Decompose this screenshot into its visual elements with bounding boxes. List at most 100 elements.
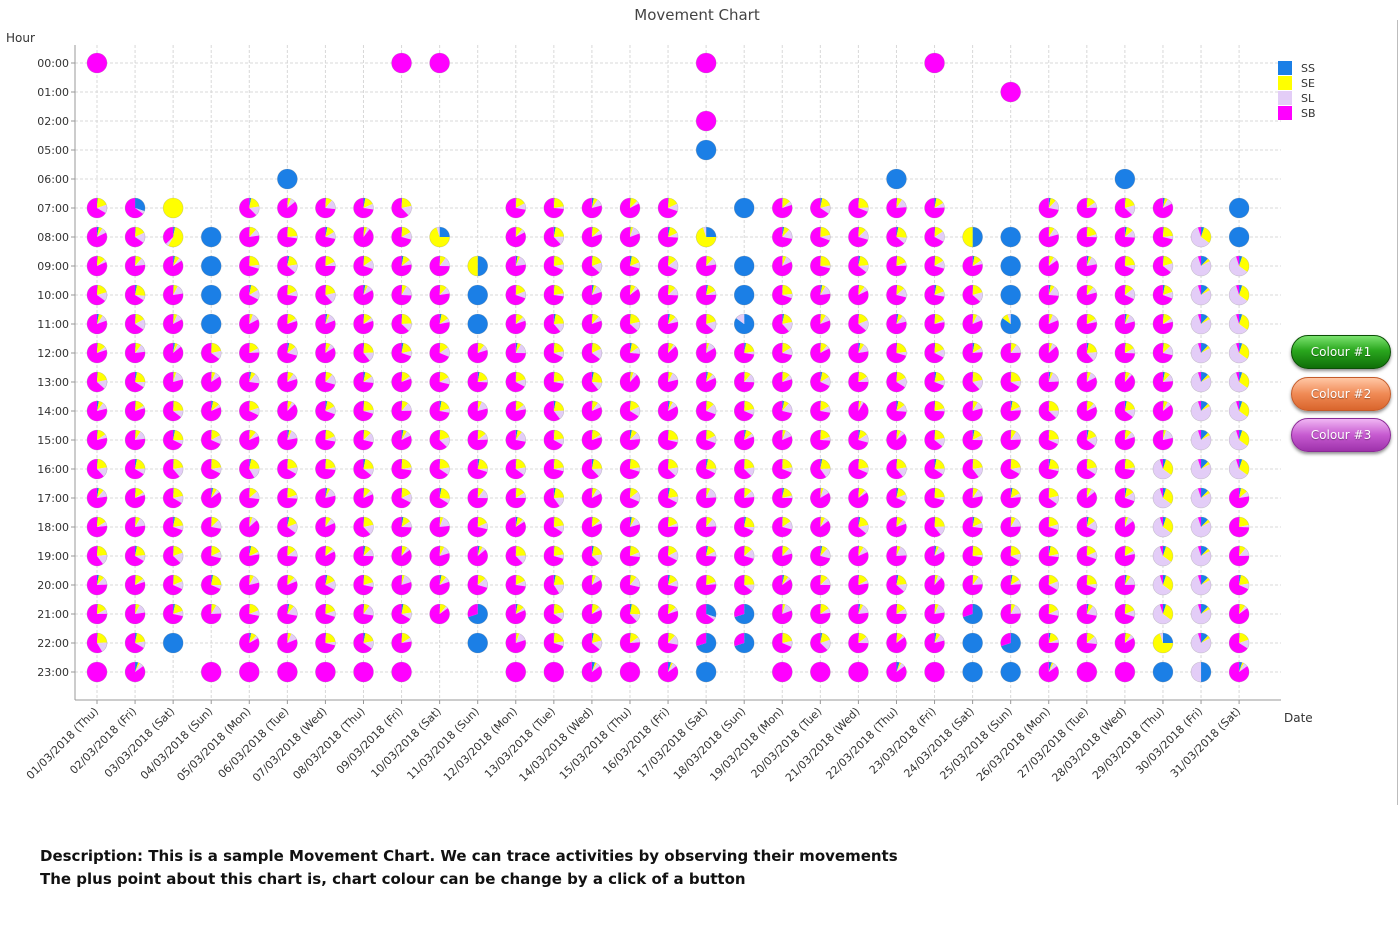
pie-slice-sb <box>353 285 374 305</box>
data-point <box>1190 516 1212 538</box>
data-point <box>1038 574 1060 596</box>
data-point <box>810 487 831 509</box>
pie-slice-ss <box>858 575 860 585</box>
pie-slice-sb <box>277 256 295 276</box>
pie-outline <box>924 603 945 625</box>
pie-slice-ss <box>744 488 745 498</box>
pie-slice-sb <box>201 401 222 422</box>
pie-slice-sl <box>553 584 564 594</box>
data-point <box>848 458 869 480</box>
pie-slice-sl <box>1010 518 1021 527</box>
data-point <box>391 313 412 335</box>
data-point <box>733 516 755 538</box>
y-tick-label: 08:00 <box>37 231 69 244</box>
pie-outline <box>1114 516 1136 538</box>
pie-slice-ss <box>820 517 821 527</box>
pie-outline <box>810 400 831 422</box>
pie-slice-sl <box>629 227 640 237</box>
pie-slice-sb <box>1236 343 1240 353</box>
pie-slice-ss <box>135 227 136 237</box>
pie-slice-ss <box>629 459 631 469</box>
pie-slice-ss <box>591 285 594 295</box>
pie-outline <box>1076 632 1098 654</box>
data-point <box>581 661 603 683</box>
pie-slice-sl <box>668 373 678 382</box>
pie-slice-se <box>591 343 601 353</box>
pie-slice-se <box>858 343 865 353</box>
pie-slice-sl <box>553 410 564 419</box>
pie-outline <box>124 284 146 306</box>
pie-slice-sb <box>696 459 716 480</box>
pie-slice-se <box>934 285 944 295</box>
pie-outline <box>924 661 945 683</box>
pie-slice-se <box>1086 343 1097 353</box>
pie-slice-se <box>287 517 297 527</box>
pie-slice-se <box>1162 546 1173 562</box>
pie-slice-sl <box>668 607 678 614</box>
pie-slice-sl <box>896 635 905 643</box>
data-point <box>810 342 831 364</box>
pie-outline <box>353 429 374 451</box>
pie-outline <box>619 313 641 335</box>
pie-slice-sl <box>173 610 184 617</box>
pie-slice-sl <box>972 315 982 324</box>
pie-slice-ss <box>135 575 136 585</box>
data-point <box>581 574 603 596</box>
pie-slice-ss <box>782 343 783 353</box>
pie-slice-ss <box>744 372 745 382</box>
pie-outline <box>1000 661 1021 683</box>
pie-slice-sb <box>1000 546 1020 567</box>
pie-outline <box>886 400 907 422</box>
pie-outline <box>1190 400 1212 422</box>
pie-slice-sl <box>325 374 336 385</box>
grid-lines <box>75 45 1281 700</box>
pie-slice-sl <box>744 408 755 415</box>
data-point <box>505 632 527 654</box>
pie-slice-sb <box>924 546 945 567</box>
pie-outline <box>238 371 260 393</box>
pie-slice-ss <box>553 343 555 353</box>
data-point <box>657 197 679 219</box>
pie-slice-se <box>553 488 564 498</box>
pie-slice-se <box>668 343 674 353</box>
pie-slice-sb <box>277 662 298 682</box>
pie-outline <box>353 197 374 219</box>
data-point <box>391 458 412 480</box>
pie-outline <box>277 458 298 480</box>
data-point <box>1114 603 1136 625</box>
y-tick-label: 22:00 <box>37 637 69 650</box>
data-point <box>162 226 184 248</box>
pie-slice-sl <box>629 406 640 417</box>
pie-slice-se <box>934 517 945 527</box>
pie-outline <box>1000 516 1021 538</box>
pie-slice-sb <box>87 604 107 624</box>
pie-slice-ss <box>1239 662 1243 672</box>
colour-3-button[interactable]: Colour #3 <box>1291 418 1391 452</box>
pie-slice-sl <box>972 292 983 302</box>
pie-slice-se <box>287 575 295 585</box>
pie-slice-sb <box>1076 459 1096 480</box>
pie-slice-ss <box>934 604 936 614</box>
pie-slice-sl <box>934 468 945 475</box>
pie-slice-ss <box>135 459 137 469</box>
colour-1-button[interactable]: Colour #1 <box>1291 335 1391 369</box>
pie-outline <box>1000 81 1021 103</box>
pie-slice-ss <box>934 227 936 237</box>
data-point <box>962 226 983 248</box>
pie-slice-sl <box>515 607 525 614</box>
pie-slice-se <box>1002 314 1011 324</box>
pie-outline <box>1152 226 1174 248</box>
pie-slice-ss <box>325 256 327 266</box>
pie-slice-sb <box>353 227 374 247</box>
colour-2-button[interactable]: Colour #2 <box>1291 377 1391 411</box>
data-point <box>505 284 527 306</box>
pie-slice-ss <box>1201 662 1212 682</box>
pie-outline <box>353 255 374 277</box>
pie-slice-ss <box>135 198 146 212</box>
pie-outline <box>733 313 755 335</box>
pie-slice-ss <box>858 343 861 353</box>
pie-outline <box>1038 574 1060 596</box>
pie-outline <box>581 661 603 683</box>
pie-slice-sb <box>315 488 336 508</box>
pie-slice-sb <box>163 546 181 567</box>
